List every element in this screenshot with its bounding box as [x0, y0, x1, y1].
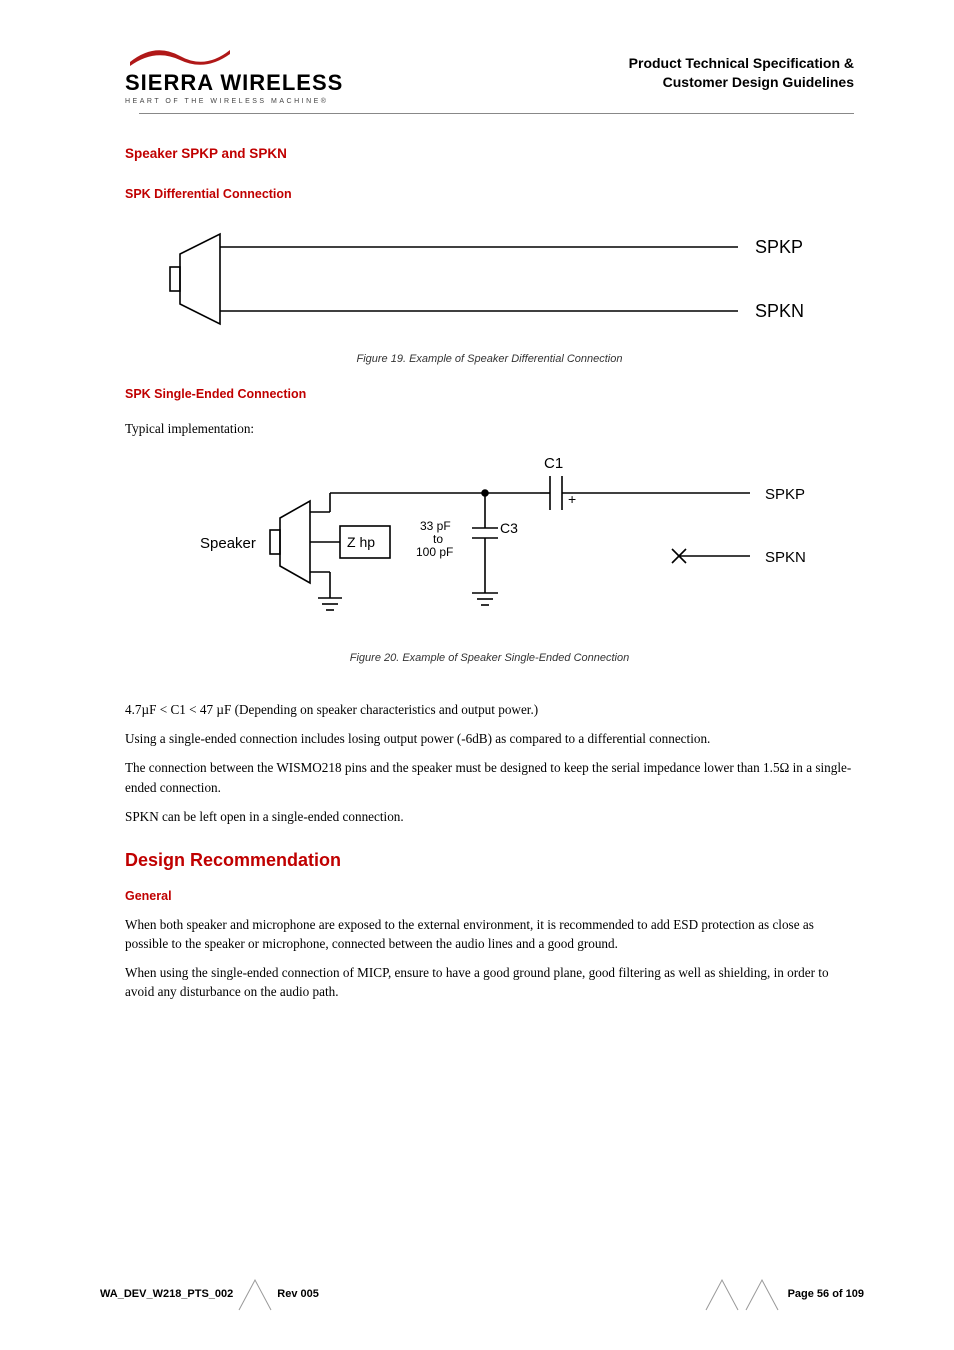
label-spkp: SPKP	[755, 237, 803, 257]
diagram-differential: SPKP SPKN	[140, 219, 840, 339]
para-esd: When both speaker and microphone are exp…	[125, 915, 854, 953]
label-c1: C1	[544, 455, 563, 472]
para-c1range: 4.7µF < C1 < 47 µF (Depending on speaker…	[125, 700, 854, 719]
section-design-rec: Design Recommendation	[125, 850, 854, 871]
section-general: General	[125, 889, 854, 903]
sierra-swoosh-icon	[125, 40, 235, 70]
para-impedance: The connection between the WISMO218 pins…	[125, 758, 854, 796]
fig19-caption: Figure 19. Example of Speaker Differenti…	[125, 353, 854, 365]
header-line1: Product Technical Specification &	[629, 54, 854, 72]
label-cap-range-3: 100 pF	[416, 545, 453, 559]
label-zhp: Z hp	[347, 534, 375, 550]
logo-block: SIERRA WIRELESS HEART OF THE WIRELESS MA…	[125, 40, 425, 105]
section-single-title: SPK Single-Ended Connection	[125, 387, 854, 401]
footer-page: Page 56 of 109	[788, 1288, 864, 1300]
label-cap-range-2: to	[433, 532, 443, 546]
header-line2: Customer Design Guidelines	[629, 73, 854, 91]
fig20-caption: Figure 20. Example of Speaker Single-End…	[125, 652, 854, 664]
label-speaker: Speaker	[200, 535, 256, 552]
para-spkn-open: SPKN can be left open in a single-ended …	[125, 807, 854, 826]
footer-divider-icon	[235, 1274, 275, 1314]
footer-rev: Rev 005	[277, 1288, 319, 1300]
para-micp: When using the single-ended connection o…	[125, 963, 854, 1001]
label-plus: +	[568, 491, 576, 507]
label-spkn2: SPKN	[765, 549, 806, 566]
page-header: SIERRA WIRELESS HEART OF THE WIRELESS MA…	[125, 40, 854, 105]
logo-tagline: HEART OF THE WIRELESS MACHINE®	[125, 98, 425, 105]
footer-divider-icon-3	[742, 1274, 782, 1314]
header-rule	[139, 113, 854, 114]
label-spkn: SPKN	[755, 301, 804, 321]
para-6db: Using a single-ended connection includes…	[125, 729, 854, 748]
section-speaker-title: Speaker SPKP and SPKN	[125, 146, 854, 161]
logo-brand: SIERRA WIRELESS	[125, 70, 425, 96]
label-cap-range-1: 33 pF	[420, 519, 451, 533]
label-c3: C3	[500, 520, 518, 536]
page-footer: WA_DEV_W218_PTS_002 Rev 005 Page 56 of 1…	[100, 1274, 864, 1314]
single-intro: Typical implementation:	[125, 419, 854, 438]
header-right: Product Technical Specification & Custom…	[629, 54, 854, 90]
diagram-single-ended: Speaker Z hp C1 + C3 33 pF to 100 pF SPK…	[140, 448, 840, 638]
footer-docid: WA_DEV_W218_PTS_002	[100, 1288, 233, 1300]
label-spkp2: SPKP	[765, 486, 805, 503]
section-diff-title: SPK Differential Connection	[125, 187, 854, 201]
footer-divider-icon-2	[702, 1274, 742, 1314]
